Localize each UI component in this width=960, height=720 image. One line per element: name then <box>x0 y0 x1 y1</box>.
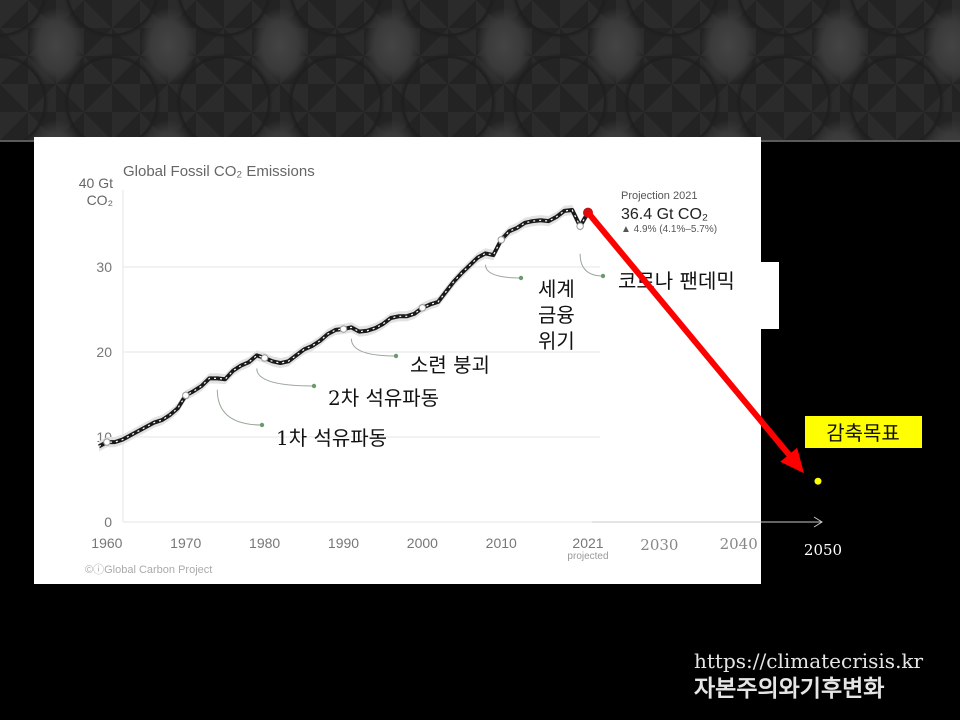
annotation-label: 소련 붕괴 <box>410 353 490 377</box>
x-tick-label: 2010 <box>486 535 517 551</box>
annotation-leader <box>484 264 522 279</box>
chart-panel <box>34 137 761 584</box>
projection-title: Projection 2021 <box>621 190 697 202</box>
extra-x-tick-label: 2040 <box>720 535 758 553</box>
x-tick-label: 1990 <box>328 535 359 551</box>
decade-marker <box>260 354 269 362</box>
decade-marker <box>339 325 348 333</box>
annotation-label: 금융 <box>538 303 575 327</box>
projection-value: 36.4 Gt CO₂ <box>621 206 708 223</box>
decade-marker <box>418 304 427 312</box>
axis-arrowhead <box>813 516 823 528</box>
x-tick-label: 1980 <box>249 535 280 551</box>
y-axis-label-line1: 40 Gt <box>79 175 113 191</box>
x-tick-label: 1960 <box>91 535 122 551</box>
credit-text: ©ⓘGlobal Carbon Project <box>85 563 212 576</box>
y-axis-label-line2: CO₂ <box>87 192 113 208</box>
annotation-leader <box>256 368 315 387</box>
target-label: 감축목표 <box>826 421 900 445</box>
y-tick-label: 30 <box>96 259 112 275</box>
y-tick-label: 20 <box>96 344 112 360</box>
footer-tagline: 자본주의와기후변화 <box>694 675 885 702</box>
y-tick-label: 0 <box>104 514 112 530</box>
x-tick-label: 2000 <box>407 535 438 551</box>
extra-x-tick-label: 2050 <box>804 541 842 559</box>
footer-url: https://climatecrisis.kr <box>694 649 924 673</box>
annotation-leader <box>579 253 604 277</box>
x-tick-label: 2021 <box>572 535 603 551</box>
target-arrow-head <box>780 447 804 474</box>
annotation-dot <box>600 273 606 279</box>
target-label-box <box>805 416 922 448</box>
decade-marker <box>103 438 111 446</box>
annotation-label: 위기 <box>538 329 575 353</box>
annotation-label: 2차 석유파동 <box>328 386 439 410</box>
annotation-dot <box>518 275 524 281</box>
x-tick-note: projected <box>567 551 608 562</box>
decorative-banner <box>0 0 960 140</box>
annotation-leader <box>350 338 397 357</box>
footer: https://climatecrisis.kr 자본주의와기후변화 <box>694 648 923 704</box>
annotation-dot <box>259 422 265 428</box>
extra-x-tick-label: 2030 <box>640 536 678 554</box>
annotation-dot <box>311 383 317 389</box>
chart-title: Global Fossil CO₂ Emissions <box>123 163 315 180</box>
decade-marker <box>497 236 505 244</box>
annotation-label: 세계 <box>538 277 575 301</box>
decade-marker <box>576 222 584 230</box>
target-arrow-shaft <box>585 210 799 466</box>
target-point <box>814 477 822 485</box>
projection-change: ▲ 4.9% (4.1%–5.7%) <box>621 224 717 235</box>
annotation-label: 1차 석유파동 <box>276 426 387 450</box>
annotation-leader <box>216 389 263 426</box>
x-tick-label: 1970 <box>170 535 201 551</box>
decade-marker <box>182 391 190 400</box>
annotation-dot <box>393 353 399 359</box>
